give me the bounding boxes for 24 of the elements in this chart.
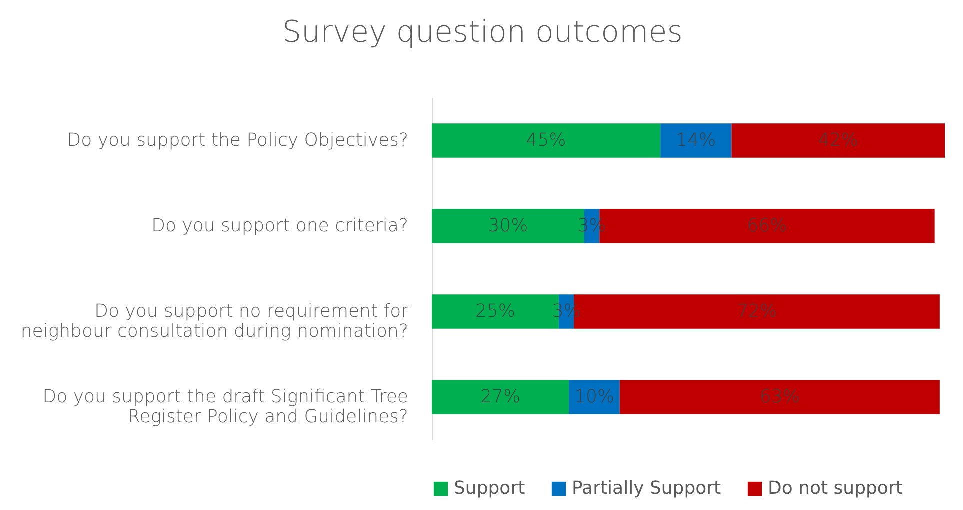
- y-tick-label: Do you support the draft Significant Tree Register Policy and Guidelines?: [42, 386, 408, 428]
- data-label: 72%: [737, 300, 778, 322]
- y-tick-label: Do you support the Policy Objectives?: [67, 130, 408, 151]
- data-label: 27%: [480, 386, 521, 408]
- legend-label: Partially Support: [572, 478, 722, 499]
- y-tick-label: Do you support one criteria?: [152, 215, 408, 236]
- bar: [660, 124, 732, 158]
- bar: [569, 380, 620, 414]
- bar: [620, 380, 940, 414]
- y-tick-label: Do you support no requirement for neighbour consultation during nomination?: [20, 300, 410, 342]
- bar: [732, 124, 945, 158]
- data-label: 30%: [488, 215, 528, 236]
- chart-title: Survey question outcomes: [282, 15, 683, 50]
- data-label: 25%: [475, 300, 516, 322]
- data-label: 66%: [747, 215, 788, 236]
- data-label: 42%: [818, 130, 858, 151]
- data-label: 45%: [526, 130, 566, 151]
- bar: [432, 380, 570, 414]
- bar: [432, 124, 661, 158]
- data-label: 14%: [676, 130, 716, 151]
- legend-label: Do not support: [768, 478, 903, 499]
- data-label: 63%: [760, 386, 800, 408]
- legend-label: Support: [454, 478, 526, 499]
- data-label: 10%: [574, 386, 615, 408]
